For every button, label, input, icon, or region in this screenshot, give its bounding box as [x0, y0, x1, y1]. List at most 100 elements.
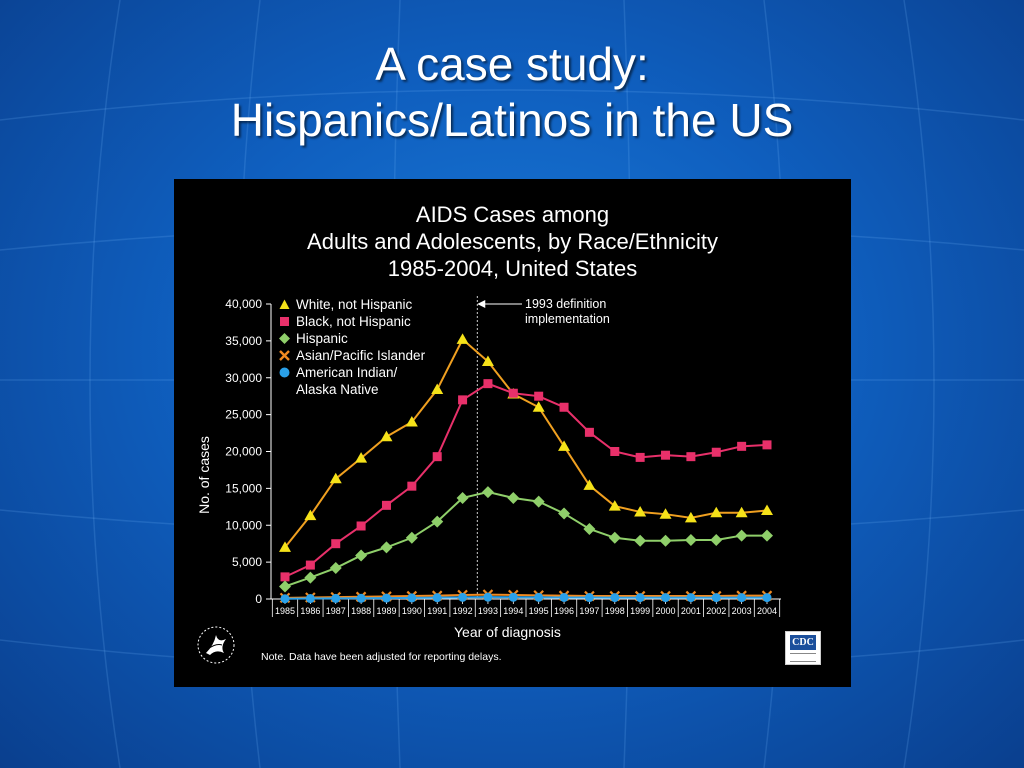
circle-marker — [584, 593, 594, 603]
circle-marker — [483, 592, 493, 602]
x-tick-label: 2003 — [732, 606, 752, 616]
chart-title-line-1: AIDS Cases among — [415, 202, 610, 227]
square-marker — [711, 447, 721, 457]
circle-marker — [458, 592, 468, 602]
x-tick-label: 1995 — [529, 606, 549, 616]
square-marker — [305, 560, 315, 570]
chart-note: Note. Data have been adjusted for report… — [261, 651, 502, 663]
square-marker — [559, 402, 569, 412]
triangle-marker — [634, 505, 647, 517]
x-marker-icon — [279, 350, 290, 361]
diamond-marker — [279, 580, 291, 593]
chart-title: AIDS Cases among Adults and Adolescents,… — [174, 201, 851, 282]
x-tick-label: 2000 — [656, 606, 676, 616]
slide-title-line-2: Hispanics/Latinos in the US — [230, 94, 794, 146]
circle-marker — [407, 593, 417, 603]
circle-marker — [559, 592, 569, 602]
circle-marker — [508, 592, 518, 602]
circle-marker — [331, 593, 341, 603]
circle-marker — [280, 594, 290, 604]
x-tick-label: 1999 — [630, 606, 650, 616]
x-tick-label: 1990 — [402, 606, 422, 616]
circle-marker — [762, 593, 772, 603]
triangle-marker — [304, 509, 317, 521]
y-tick-label: 20,000 — [225, 445, 262, 459]
triangle-marker-icon — [279, 299, 290, 309]
x-tick-label: 1989 — [376, 606, 396, 616]
diamond-marker — [608, 531, 621, 544]
x-tick-label: 1994 — [503, 606, 523, 616]
legend-item-asian: Asian/Pacific Islander — [277, 347, 425, 364]
square-marker — [356, 521, 366, 531]
triangle-marker — [659, 508, 672, 519]
x-tick-label: 1992 — [453, 606, 473, 616]
square-marker — [584, 427, 594, 437]
circle-marker — [305, 594, 315, 604]
circle-marker — [635, 593, 645, 603]
circle-marker — [737, 593, 747, 603]
diamond-marker — [659, 534, 672, 547]
circle-marker — [534, 592, 544, 602]
circle-marker — [661, 593, 671, 603]
x-tick-label: 2001 — [681, 606, 701, 616]
x-tick-label: 1998 — [605, 606, 625, 616]
chart-title-line-2: Adults and Adolescents, by Race/Ethnicit… — [307, 229, 718, 254]
diamond-marker — [710, 534, 723, 546]
cdc-logo-lines — [790, 653, 816, 662]
legend-label-asian: Asian/Pacific Islander — [296, 348, 426, 363]
triangle-marker — [532, 401, 545, 412]
series-line — [284, 382, 768, 578]
triangle-marker — [608, 500, 621, 511]
circle-marker — [356, 593, 366, 603]
diamond-marker — [304, 571, 317, 584]
square-marker — [737, 441, 747, 451]
square-marker — [381, 500, 391, 510]
x-tick-label: 2004 — [757, 606, 777, 616]
chart-title-line-3: 1985-2004, United States — [387, 256, 638, 281]
cdc-logo-text: CDC — [790, 635, 816, 650]
triangle-marker — [405, 416, 418, 427]
hhs-eagle-logo-icon — [197, 626, 235, 664]
square-marker — [686, 452, 696, 462]
x-axis-label: Year of diagnosis — [454, 624, 561, 640]
triangle-marker — [481, 355, 494, 367]
y-tick-label: 15,000 — [225, 481, 262, 495]
y-tick-label: 35,000 — [225, 334, 262, 348]
triangle-marker — [558, 440, 571, 451]
legend-label-hispanic: Hispanic — [296, 331, 348, 346]
legend-label-american-indian: American Indian/ Alaska Native — [296, 364, 425, 398]
y-axis-label: No. of cases — [196, 436, 212, 514]
triangle-marker — [329, 472, 342, 484]
definition-annotation: 1993 definition implementation — [525, 297, 610, 327]
annotation-arrowhead — [477, 300, 486, 308]
y-tick-label: 40,000 — [225, 297, 262, 311]
diamond-marker — [329, 562, 342, 575]
x-tick-label: 1991 — [427, 606, 447, 616]
triangle-marker — [735, 506, 748, 518]
legend-item-american-indian: American Indian/ Alaska Native — [277, 364, 425, 400]
diamond-marker — [735, 529, 748, 542]
square-marker — [635, 452, 645, 462]
y-tick-label: 25,000 — [225, 408, 262, 422]
x-tick-label: 1996 — [554, 606, 574, 616]
square-marker — [661, 450, 671, 460]
legend-label-black: Black, not Hispanic — [296, 314, 411, 329]
y-tick-label: 10,000 — [225, 518, 262, 532]
legend-label-american-indian-line-1: American Indian/ — [296, 365, 398, 380]
diamond-marker — [431, 515, 444, 528]
x-tick-label: 1987 — [326, 606, 346, 616]
triangle-marker — [279, 541, 291, 552]
aids-cases-line-chart: 0 5,000 10,000 15,000 20,000 25,000 30,000 35,0… — [225, 296, 781, 617]
slide-title: A case study: Hispanics/Latinos in the U… — [0, 36, 1024, 148]
diamond-marker — [507, 491, 520, 504]
square-marker-icon — [280, 317, 289, 326]
slide-title-line-1: A case study: — [375, 38, 649, 90]
diamond-marker — [380, 541, 393, 554]
square-marker — [331, 539, 341, 549]
legend-item-hispanic: Hispanic — [277, 330, 425, 347]
legend-item-black: Black, not Hispanic — [277, 313, 425, 330]
diamond-marker — [761, 529, 773, 542]
circle-marker — [432, 593, 442, 603]
circle-marker-icon — [279, 367, 290, 378]
square-marker — [407, 481, 417, 491]
